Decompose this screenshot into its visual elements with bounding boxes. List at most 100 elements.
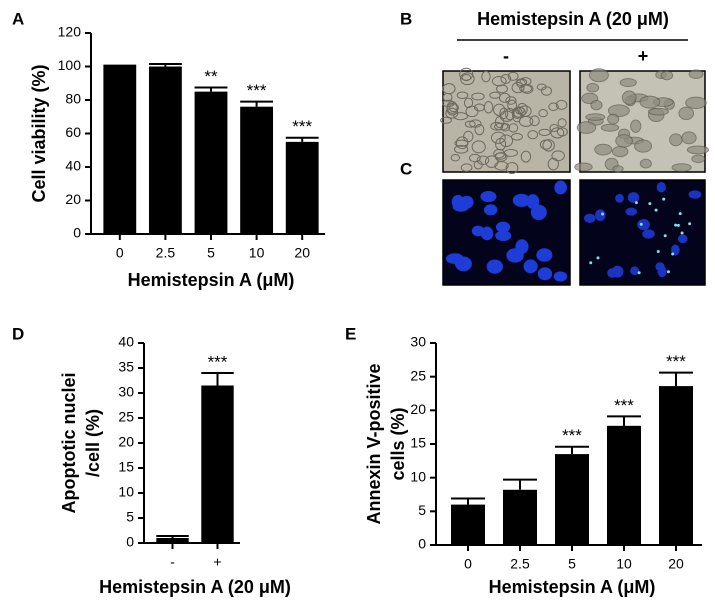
error-bar [201, 372, 234, 386]
cell [441, 99, 455, 108]
y-tick-label: 20 [410, 401, 426, 417]
y-tick-label: 30 [118, 384, 134, 400]
y-tick-label: 120 [58, 24, 82, 40]
bar [451, 504, 485, 545]
cell [671, 163, 692, 172]
cell [496, 84, 508, 94]
bar [156, 538, 189, 543]
cell [510, 133, 523, 141]
nucleus [615, 193, 624, 203]
cell [484, 155, 499, 168]
nucleus [455, 256, 472, 272]
nucleus [486, 259, 503, 274]
fragment [654, 208, 658, 212]
nucleus [495, 221, 511, 233]
cell [516, 102, 528, 116]
cell [639, 158, 652, 169]
cell [471, 140, 486, 154]
cell [600, 123, 620, 132]
cell [494, 122, 509, 131]
nucleus [471, 225, 485, 237]
x-tick-label: 20 [294, 245, 310, 261]
nucleus [642, 229, 655, 239]
cell [634, 139, 653, 153]
x-tick-label: 5 [568, 556, 576, 572]
nucleus [688, 190, 702, 199]
cell [507, 71, 519, 81]
cell [505, 107, 515, 121]
bar [103, 66, 137, 234]
fragment [637, 271, 641, 275]
cell [678, 106, 695, 121]
fragment [678, 212, 682, 216]
y-tick-label: 0 [418, 536, 426, 552]
panel-letter: D [12, 324, 24, 343]
cell [453, 112, 468, 121]
cell [556, 127, 568, 137]
nucleus [657, 266, 667, 278]
y-axis-title: Apoptotic nuclei [59, 373, 79, 514]
fragment [666, 270, 670, 274]
nucleus [554, 180, 567, 195]
x-tick-label: 0 [116, 245, 124, 261]
y-axis-title: Annexin V-positive [364, 363, 384, 524]
cell [459, 67, 474, 81]
cell [474, 123, 485, 136]
bar [659, 386, 693, 545]
cell [505, 162, 519, 175]
nucleus [526, 194, 540, 210]
y-tick-label: 40 [118, 334, 134, 350]
nucleus [595, 209, 606, 222]
bar [194, 91, 228, 234]
fragment [671, 252, 675, 256]
nucleus [584, 213, 596, 223]
fragment [596, 256, 600, 260]
significance: *** [247, 81, 267, 100]
significance: *** [562, 426, 582, 445]
y-tick-label: 5 [418, 502, 426, 518]
cell [527, 130, 539, 140]
cell [499, 134, 514, 148]
panel-letter: E [345, 324, 356, 343]
image-title: Hemistepsin A (20 μM) [477, 9, 669, 29]
x-tick-label: - [170, 554, 175, 570]
cell [551, 150, 565, 162]
bar [240, 106, 274, 234]
cell [550, 127, 565, 139]
cell [460, 163, 473, 172]
nucleus [523, 259, 538, 274]
cell [491, 76, 507, 87]
y-axis-title: cells (%) [388, 407, 408, 480]
fragment [589, 261, 593, 265]
fragment [674, 223, 678, 227]
fragment [639, 222, 643, 226]
x-axis-title: Hemistepsin A (μM) [128, 270, 295, 290]
y-tick-label: 25 [118, 409, 134, 425]
cell [519, 84, 533, 93]
x-tick-label: 10 [616, 556, 632, 572]
y-tick-label: 80 [65, 91, 81, 107]
condition-label: - [503, 46, 509, 66]
cell [490, 131, 506, 144]
cell [493, 103, 506, 117]
cell [490, 121, 504, 131]
cell [647, 107, 669, 116]
cell [540, 86, 552, 96]
cell [521, 84, 534, 94]
cell [688, 69, 704, 79]
error-bar [451, 497, 485, 505]
fragment [648, 202, 652, 206]
nucleus [537, 267, 553, 281]
significance: *** [666, 352, 686, 371]
cell [499, 110, 514, 122]
x-tick-label: 5 [207, 245, 215, 261]
cell [508, 123, 519, 133]
cell [576, 121, 597, 134]
nucleus [512, 193, 531, 207]
error-bar [607, 415, 641, 426]
fragment [656, 249, 660, 253]
cell [471, 92, 485, 101]
cell [615, 134, 633, 148]
cell [529, 115, 540, 127]
cell [611, 146, 629, 158]
